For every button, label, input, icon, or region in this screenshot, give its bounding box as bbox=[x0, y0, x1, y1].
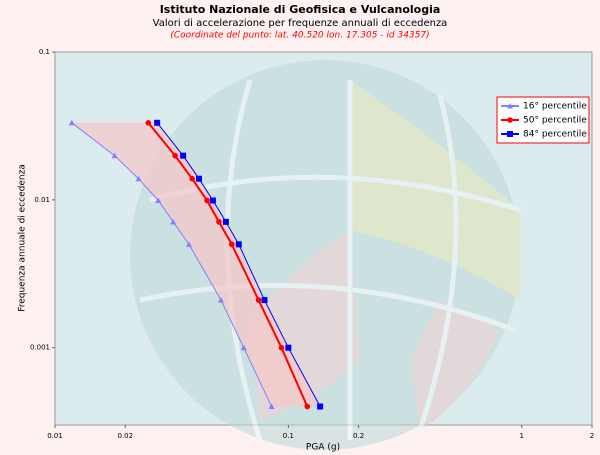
x-axis-label: PGA (g) bbox=[306, 443, 340, 453]
marker bbox=[236, 241, 242, 247]
legend-label: 50° percentile bbox=[523, 116, 587, 126]
marker bbox=[180, 153, 186, 159]
globe-background bbox=[130, 60, 520, 450]
marker bbox=[210, 197, 216, 203]
marker bbox=[196, 176, 202, 182]
marker bbox=[279, 345, 285, 351]
x-tick-label: 0.2 bbox=[353, 432, 364, 440]
marker bbox=[154, 120, 160, 126]
y-tick-label: 0.01 bbox=[34, 196, 50, 204]
marker bbox=[189, 176, 195, 182]
x-tick-label: 0.1 bbox=[283, 432, 294, 440]
marker bbox=[216, 219, 222, 225]
chart-subtitle: Valori di accelerazione per frequenze an… bbox=[153, 18, 448, 29]
marker bbox=[145, 120, 151, 126]
marker bbox=[256, 297, 262, 303]
marker bbox=[229, 242, 235, 248]
page: {"chart_data": {"type": "line", "title":… bbox=[0, 0, 600, 455]
marker bbox=[304, 404, 310, 410]
marker bbox=[204, 198, 210, 204]
x-tick-label: 1 bbox=[520, 432, 524, 440]
chart: Istituto Nazionale di Geofisica e Vulcan… bbox=[0, 0, 600, 455]
legend-label: 84° percentile bbox=[523, 130, 587, 140]
marker bbox=[261, 297, 267, 303]
x-tick-label: 2 bbox=[590, 432, 594, 440]
marker bbox=[223, 219, 229, 225]
legend-marker bbox=[507, 117, 513, 123]
chart-title: Istituto Nazionale di Geofisica e Vulcan… bbox=[160, 3, 441, 16]
legend-label: 16° percentile bbox=[523, 102, 587, 112]
legend-marker bbox=[507, 131, 513, 137]
annotation: (Coordinate del punto: lat. 40.520 lon. … bbox=[170, 31, 429, 41]
x-tick-label: 0.02 bbox=[117, 432, 133, 440]
y-tick-label: 0.001 bbox=[30, 344, 50, 352]
y-tick-label: 0.1 bbox=[39, 48, 50, 56]
x-tick-label: 0.01 bbox=[47, 432, 63, 440]
marker bbox=[285, 345, 291, 351]
marker bbox=[317, 404, 323, 410]
y-axis-label: Frequenza annuale di eccedenza bbox=[18, 164, 28, 312]
marker bbox=[172, 153, 178, 159]
